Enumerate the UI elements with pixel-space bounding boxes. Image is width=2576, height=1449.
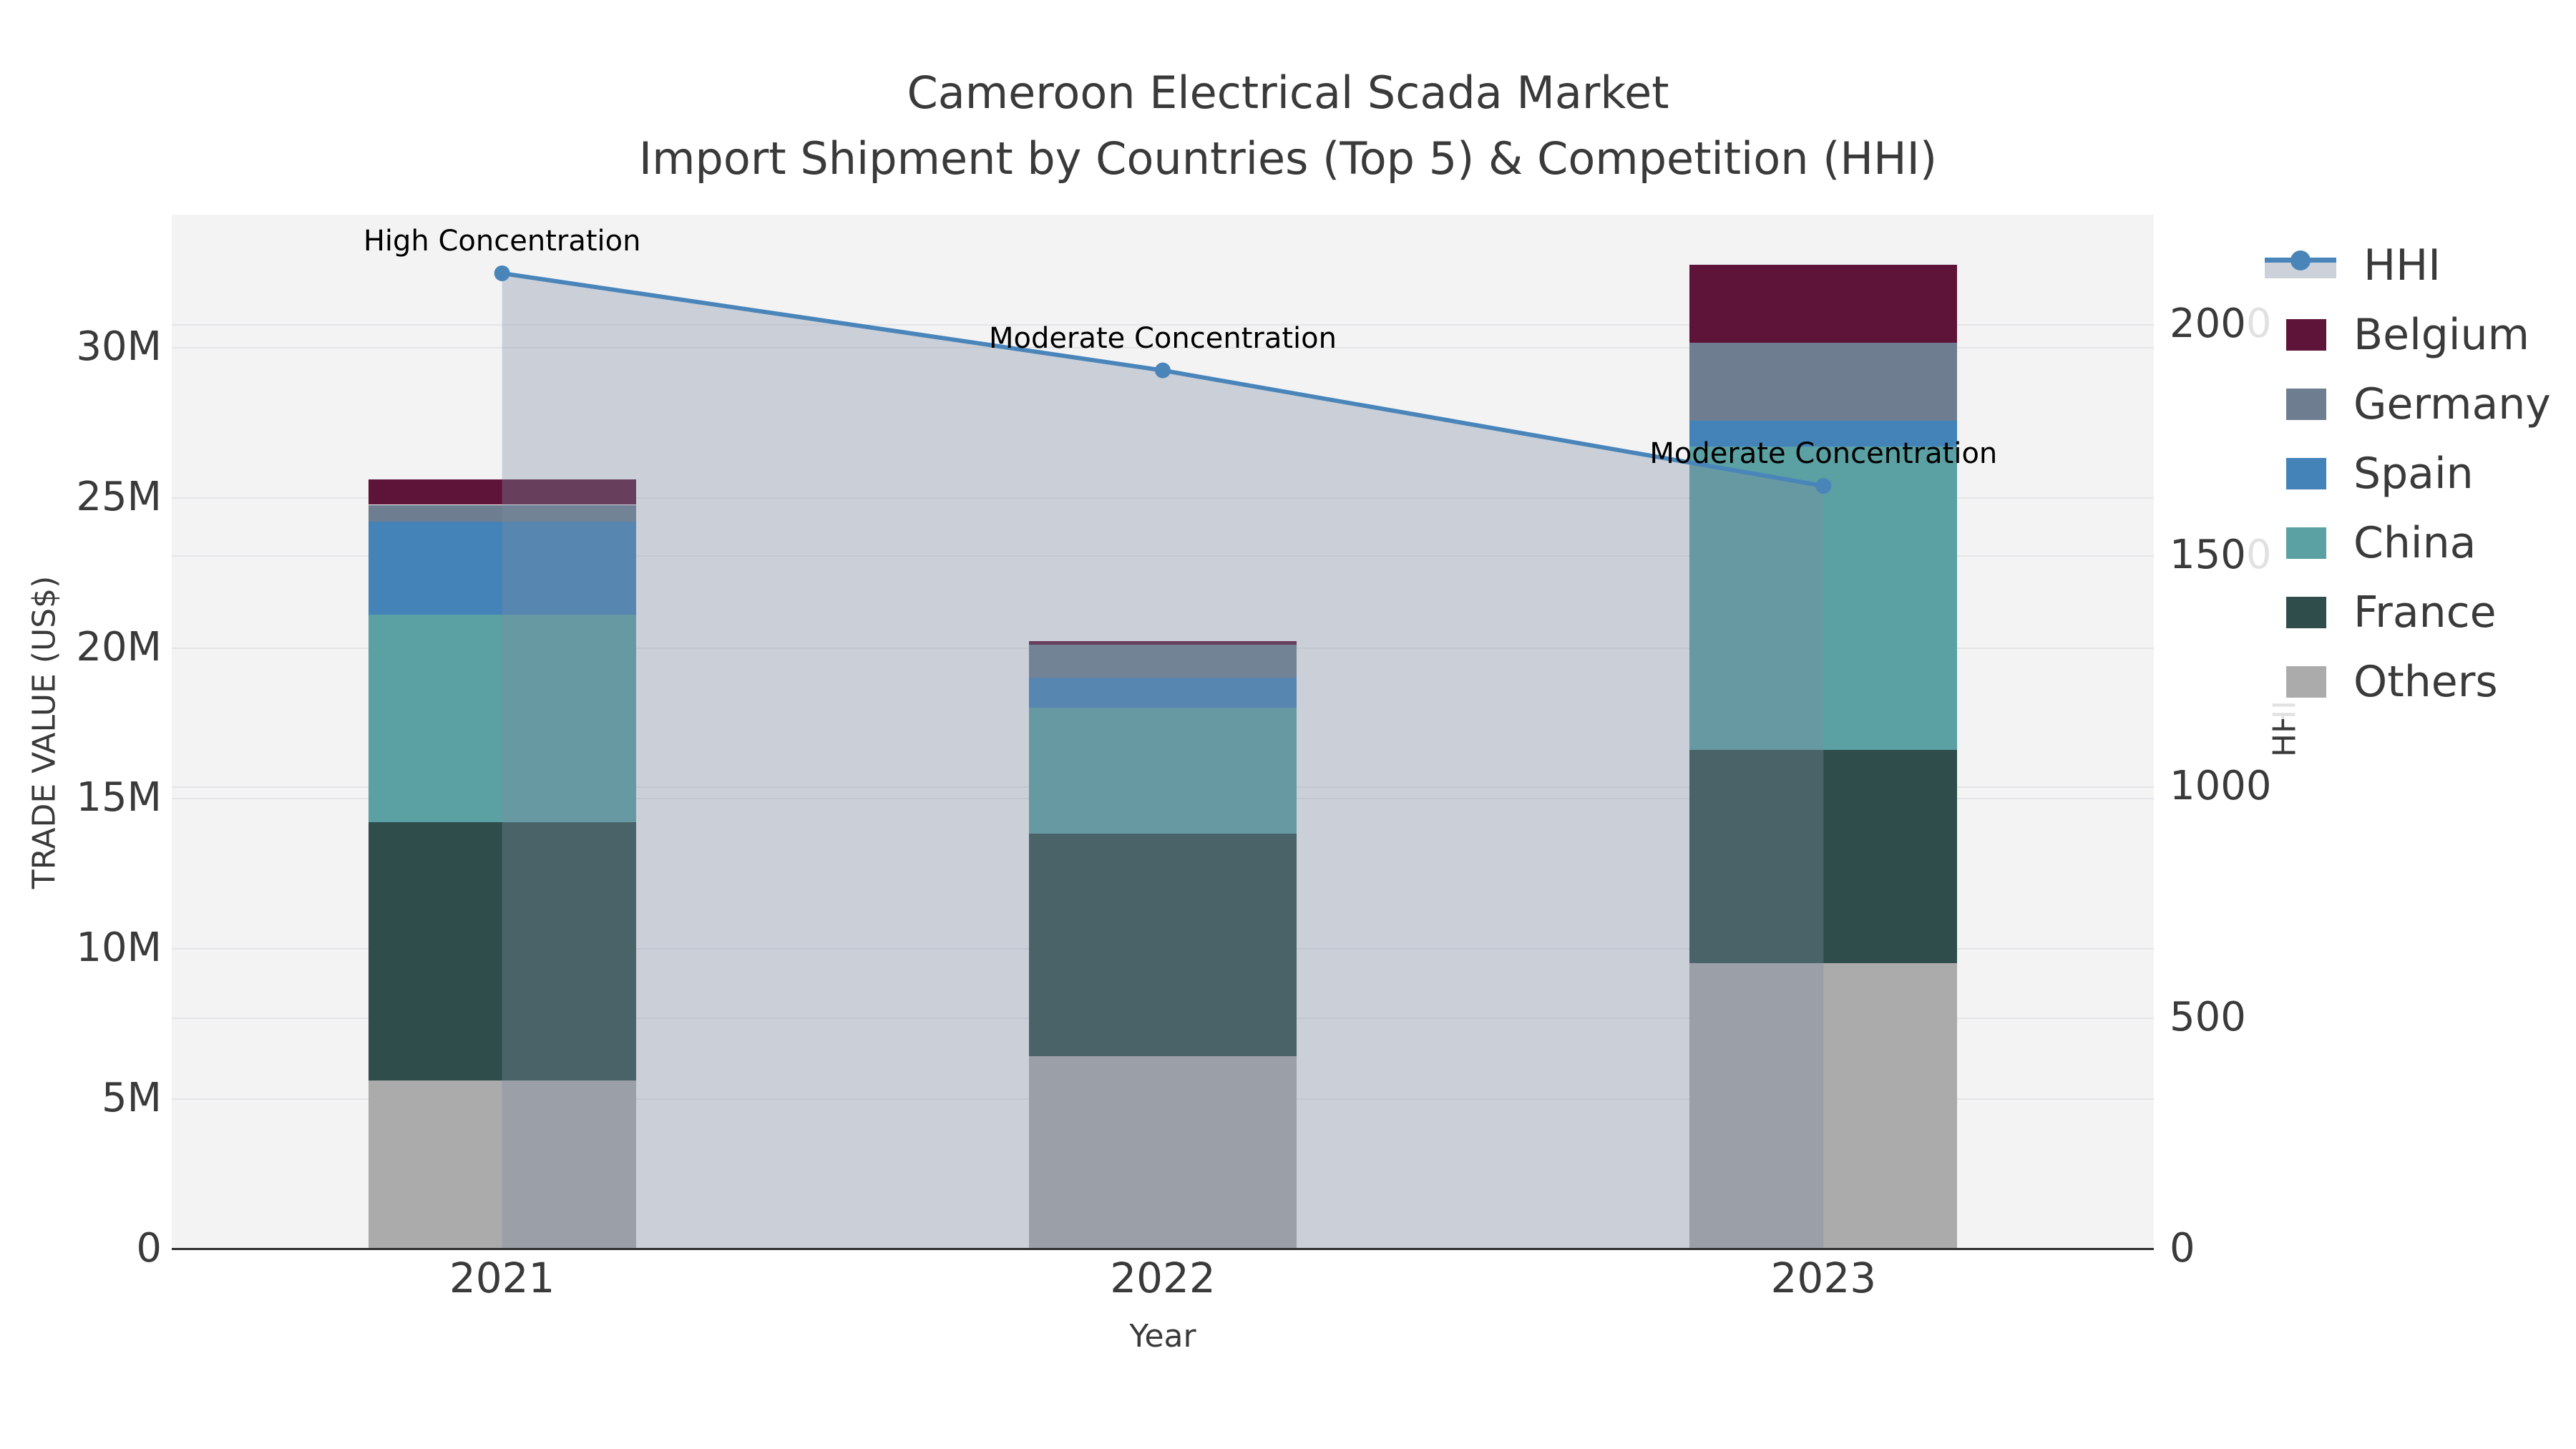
bar-segment-france <box>1689 749 1958 963</box>
hhi-line-swatch <box>2265 248 2336 283</box>
legend-item-spain: Spain <box>2247 439 2569 508</box>
bar-segment-germany <box>1029 644 1297 678</box>
legend-color-swatch-france <box>2286 596 2326 628</box>
bar-segment-china <box>1029 708 1297 834</box>
hhi-marker-glyph <box>2290 250 2311 270</box>
gridline-left <box>172 497 2154 499</box>
y-tick-left-15M: 15M <box>76 774 162 821</box>
bar-segment-others <box>368 1080 636 1249</box>
legend-item-hhi: HHI <box>2247 230 2569 300</box>
hhi-marker <box>1815 478 1832 494</box>
x-axis-title: Year <box>1129 1318 1196 1355</box>
gridline-left <box>172 347 2154 348</box>
gridline-right <box>172 324 2154 326</box>
y-tick-left-10M: 10M <box>76 924 162 971</box>
hhi-marker <box>494 265 510 281</box>
y-tick-left-20M: 20M <box>76 624 162 670</box>
y-tick-left-30M: 30M <box>76 323 162 370</box>
legend-label-france: France <box>2353 587 2497 638</box>
legend-label-hhi: HHI <box>2363 240 2441 291</box>
bar-segment-spain <box>1689 420 1958 447</box>
y-tick-left-0: 0 <box>136 1225 162 1272</box>
legend-label-spain: Spain <box>2353 448 2474 499</box>
hhi-marker <box>1155 362 1171 379</box>
bar-segment-others <box>1029 1056 1297 1249</box>
x-tick-2021: 2021 <box>449 1254 555 1302</box>
bar-segment-china <box>368 614 636 822</box>
bar-segment-germany <box>368 504 636 522</box>
legend-label-others: Others <box>2353 656 2498 707</box>
chart-legend: HHI Belgium Germany Spain China France Others <box>2247 226 2569 719</box>
bar-segment-spain <box>1029 678 1297 708</box>
chart-title: Cameroon Electrical Scada Market Import … <box>0 60 2576 192</box>
x-tick-2022: 2022 <box>1110 1254 1216 1302</box>
bar-segment-belgium <box>368 479 636 505</box>
bar-segment-belgium <box>1029 640 1297 645</box>
legend-label-germany: Germany <box>2353 379 2551 429</box>
legend-color-swatch-others <box>2286 665 2326 698</box>
x-axis-line <box>172 1248 2154 1250</box>
legend-item-belgium: Belgium <box>2247 300 2569 369</box>
gridline-right <box>172 555 2154 557</box>
annotation-2022: Moderate Concentration <box>989 321 1337 355</box>
legend-item-others: Others <box>2247 647 2569 716</box>
y-tick-right-1000: 1000 <box>2170 763 2272 809</box>
hhi-area-fill <box>502 273 1824 1249</box>
bar-segment-spain <box>368 521 636 615</box>
bar-segment-germany <box>1689 342 1958 421</box>
legend-item-france: France <box>2247 577 2569 647</box>
annotation-2023: Moderate Concentration <box>1649 437 1998 471</box>
legend-item-germany: Germany <box>2247 369 2569 439</box>
hhi-line-layer <box>494 265 1832 1249</box>
annotation-2021: High Concentration <box>363 224 641 258</box>
legend-color-swatch-belgium <box>2286 318 2326 351</box>
chart-title-line1: Cameroon Electrical Scada Market <box>907 67 1669 119</box>
bar-segment-others <box>1689 963 1958 1249</box>
y-tick-right-0: 0 <box>2170 1225 2195 1272</box>
legend-label-belgium: Belgium <box>2353 309 2529 360</box>
y-tick-left-5M: 5M <box>102 1075 162 1121</box>
chart-title-line2: Import Shipment by Countries (Top 5) & C… <box>638 132 1938 185</box>
y-tick-left-25M: 25M <box>76 474 162 520</box>
legend-color-swatch-china <box>2286 527 2326 559</box>
bar-segment-france <box>1029 834 1297 1057</box>
bar-segment-belgium <box>1689 264 1958 343</box>
legend-color-swatch-germany <box>2286 388 2326 420</box>
legend-item-china: China <box>2247 508 2569 577</box>
bar-segment-china <box>1689 446 1958 750</box>
bar-segment-france <box>368 821 636 1080</box>
y-tick-right-500: 500 <box>2170 994 2246 1040</box>
left-axis-title: TRADE VALUE (US$) <box>26 575 63 889</box>
legend-color-swatch-spain <box>2286 457 2326 489</box>
legend-label-china: China <box>2353 517 2477 568</box>
x-tick-2023: 2023 <box>1770 1254 1877 1302</box>
